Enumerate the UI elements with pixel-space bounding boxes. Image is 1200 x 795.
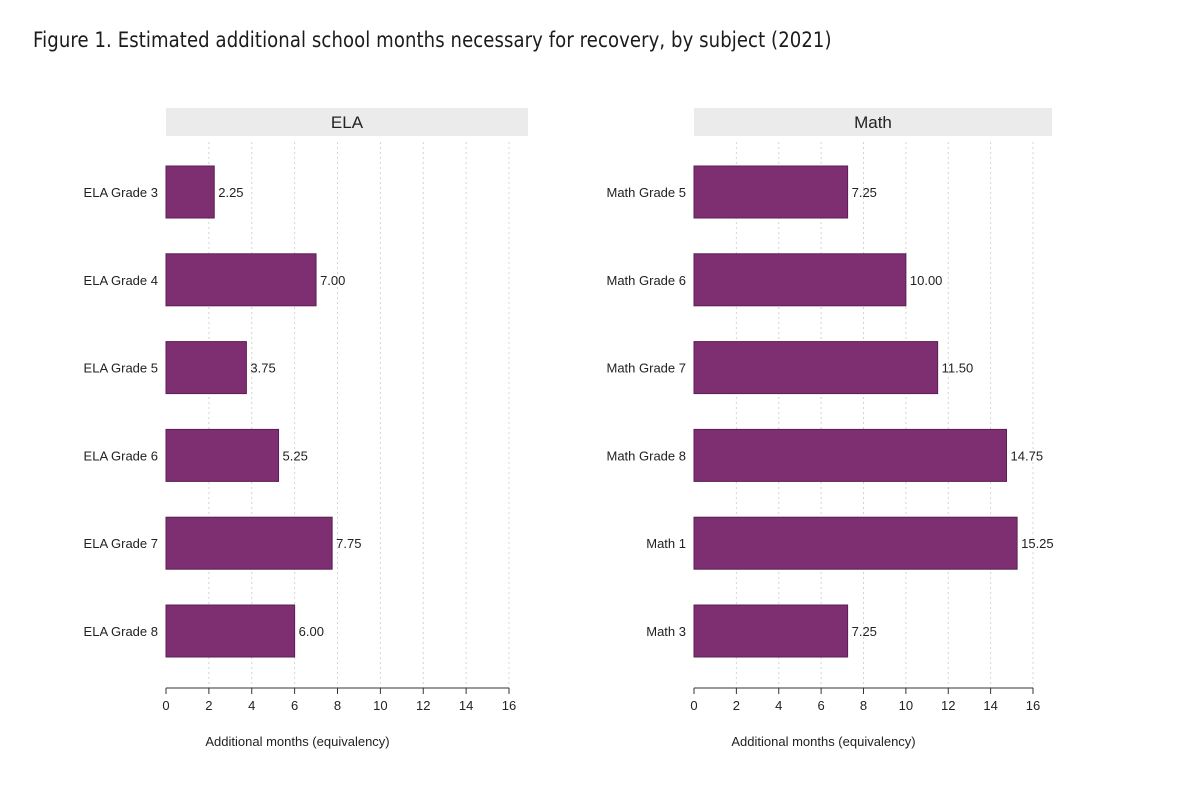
ela-tick-label: 0 [162, 698, 169, 713]
math-value-label: 10.00 [910, 273, 943, 288]
math-bar [693, 516, 1018, 570]
math-category-label: Math 3 [646, 624, 686, 639]
math-value-label: 14.75 [1011, 448, 1044, 463]
ela-value-label: 6.00 [299, 624, 324, 639]
math-tick-label: 8 [860, 698, 867, 713]
ela-value-label: 7.00 [320, 273, 345, 288]
ela-tick-label: 8 [334, 698, 341, 713]
ela-tick-label: 14 [459, 698, 473, 713]
ela-bar [165, 604, 296, 658]
ela-value-label: 3.75 [250, 361, 275, 376]
math-value-label: 11.50 [942, 361, 974, 376]
ela-panel-header [166, 108, 528, 136]
math-bar [693, 165, 849, 219]
math-category-label: Math Grade 7 [607, 361, 687, 376]
math-value-label: 15.25 [1021, 536, 1054, 551]
math-tick-label: 10 [899, 698, 913, 713]
ela-bar [165, 253, 317, 307]
ela-tick-label: 4 [248, 698, 255, 713]
ela-category-label: ELA Grade 5 [84, 361, 158, 376]
math-value-label: 7.25 [852, 185, 877, 200]
math-category-label: Math Grade 6 [607, 273, 687, 288]
math-tick-label: 16 [1026, 698, 1040, 713]
ela-category-label: ELA Grade 3 [84, 185, 158, 200]
math-tick-label: 14 [983, 698, 997, 713]
ela-bar [165, 516, 333, 570]
ela-bar [165, 165, 215, 219]
math-category-label: Math Grade 5 [607, 185, 687, 200]
ela-value-label: 5.25 [283, 448, 308, 463]
math-value-label: 7.25 [852, 624, 877, 639]
ela-bar [165, 341, 247, 395]
figure-title: Figure 1. Estimated additional school mo… [33, 28, 832, 52]
ela-tick-label: 2 [205, 698, 212, 713]
math-tick-label: 4 [775, 698, 782, 713]
ela-tick-label: 6 [291, 698, 298, 713]
math-tick-label: 12 [941, 698, 955, 713]
math-tick-label: 0 [690, 698, 697, 713]
math-bar [693, 604, 849, 658]
math-tick-label: 6 [818, 698, 825, 713]
ela-x-axis-title: Additional months (equivalency) [205, 734, 389, 749]
ela-tick-label: 16 [502, 698, 516, 713]
math-bar [693, 428, 1008, 482]
math-category-label: Math 1 [646, 536, 686, 551]
math-bar [693, 341, 939, 395]
ela-value-label: 7.75 [336, 536, 361, 551]
math-category-label: Math Grade 8 [607, 448, 687, 463]
math-panel-header [694, 108, 1052, 136]
ela-tick-label: 12 [416, 698, 430, 713]
ela-bar [165, 428, 280, 482]
math-bar [693, 253, 907, 307]
ela-value-label: 2.25 [218, 185, 243, 200]
ela-category-label: ELA Grade 7 [84, 536, 158, 551]
math-x-axis-title: Additional months (equivalency) [731, 734, 915, 749]
ela-tick-label: 10 [373, 698, 387, 713]
ela-category-label: ELA Grade 8 [84, 624, 158, 639]
math-tick-label: 2 [733, 698, 740, 713]
math-panel-title: Math [854, 113, 892, 132]
ela-category-label: ELA Grade 6 [84, 448, 158, 463]
ela-panel-title: ELA [331, 113, 364, 132]
ela-category-label: ELA Grade 4 [84, 273, 158, 288]
